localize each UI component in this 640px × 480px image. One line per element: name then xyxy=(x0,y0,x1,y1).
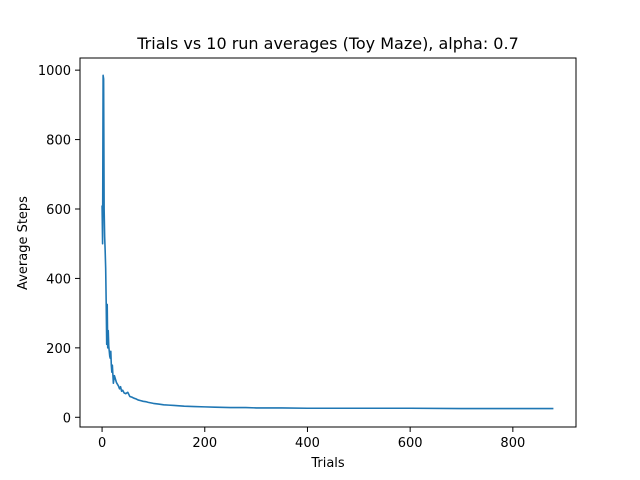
chart-title: Trials vs 10 run averages (Toy Maze), al… xyxy=(136,34,519,53)
x-tick-label: 800 xyxy=(500,436,525,451)
x-tick-label: 200 xyxy=(192,436,217,451)
x-axis-label: Trials xyxy=(310,456,345,471)
series-layer xyxy=(101,74,554,410)
y-tick-label: 400 xyxy=(46,272,71,287)
plot-frame xyxy=(79,57,577,428)
y-axis-label: Average Steps xyxy=(16,196,31,290)
y-axis: 0 200 400 600 800 1000 xyxy=(38,64,80,426)
series-line-0 xyxy=(101,74,554,410)
x-axis: 0 200 400 600 800 xyxy=(98,427,525,451)
x-tick-label: 400 xyxy=(295,436,320,451)
y-tick-label: 800 xyxy=(46,134,71,149)
y-tick-label: 0 xyxy=(63,411,71,426)
x-tick-label: 600 xyxy=(398,436,423,451)
y-tick-label: 600 xyxy=(46,203,71,218)
y-tick-label: 200 xyxy=(46,342,71,357)
y-tick-label: 1000 xyxy=(38,64,71,79)
x-tick-label: 0 xyxy=(98,436,106,451)
